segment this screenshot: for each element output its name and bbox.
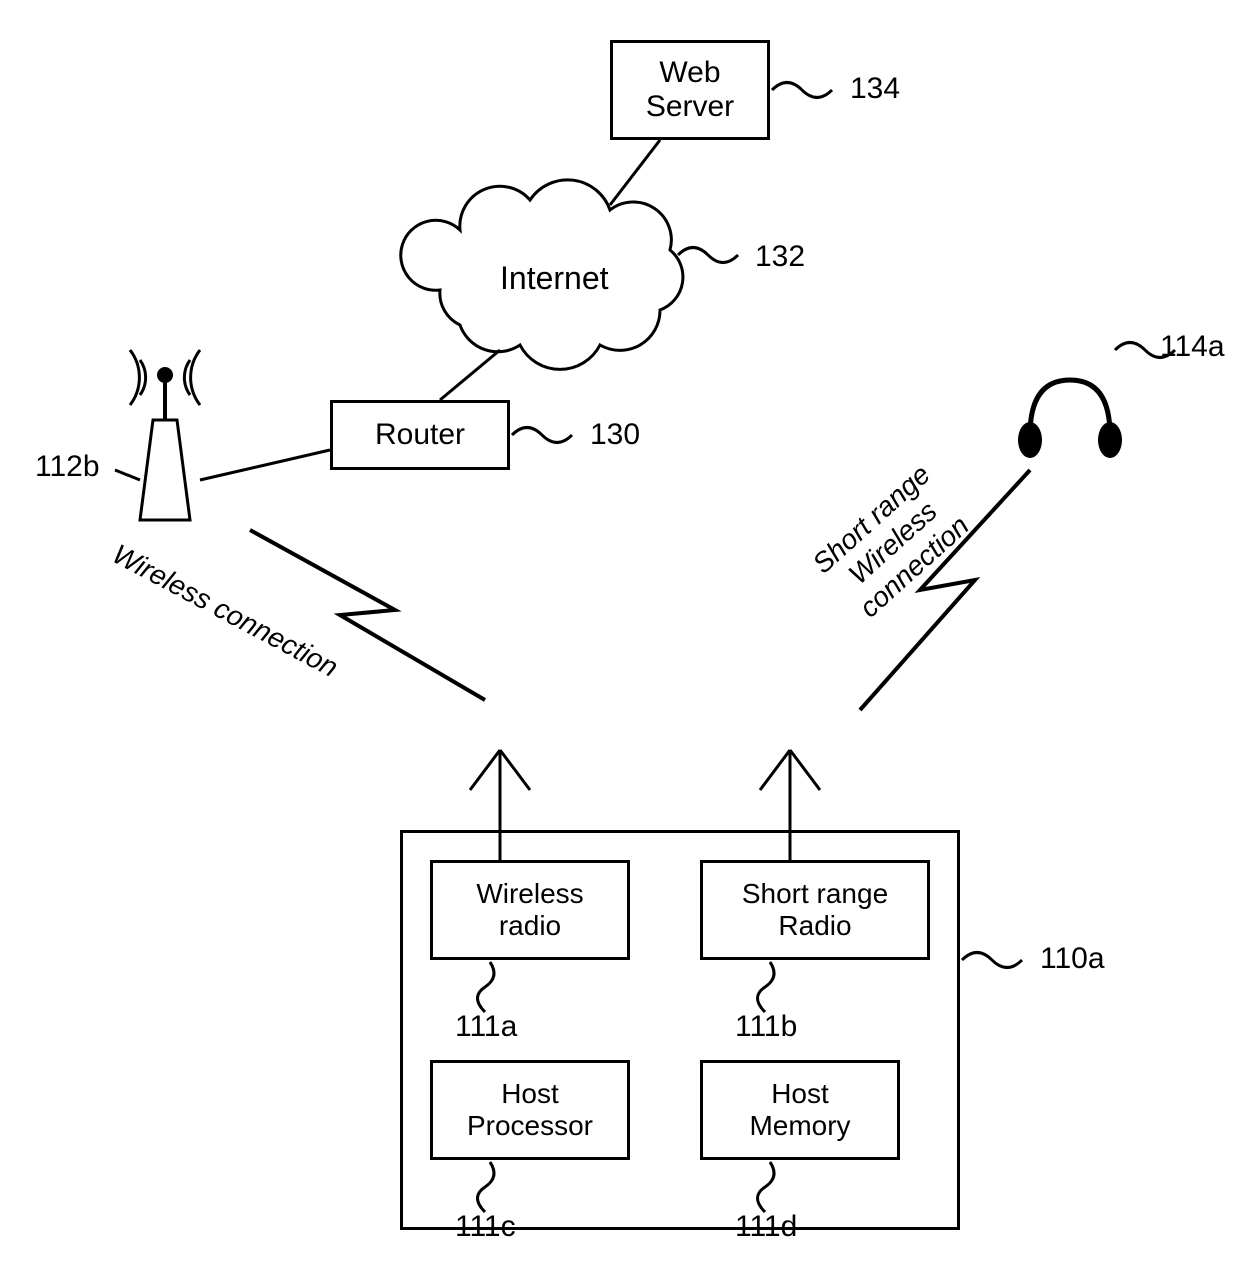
ref-112b: 112b [35,450,100,484]
tilde-132 [678,248,738,263]
ref-132: 132 [755,240,805,274]
ref-111a: 111a [455,1010,517,1044]
wireless-radio-box: Wireless radio [430,860,630,960]
access-point-icon [130,350,200,520]
web-server-box: Web Server [610,40,770,140]
wireless-connection-label: Wireless connection [107,538,343,684]
lightning-wireless [250,530,485,700]
short-range-radio-box: Short range Radio [700,860,930,960]
ref-111d: 111d [735,1210,797,1244]
host-processor-label: Host Processor [467,1078,593,1142]
internet-label: Internet [500,260,609,297]
ref-111b: 111b [735,1010,797,1044]
line-router-ap [200,450,330,480]
line-webserver-internet [610,140,660,205]
tilde-130 [512,428,572,443]
short-range-connection-label: Short range Wireless connection [806,458,979,628]
web-server-label: Web Server [646,56,734,124]
ref-111c: 111c [455,1210,516,1244]
ref-110a: 110a [1040,942,1105,976]
wireless-radio-label: Wireless radio [476,878,583,942]
short-range-radio-label: Short range Radio [742,878,888,942]
headset-icon [1018,380,1122,458]
ref-114a: 114a [1160,330,1225,364]
router-box: Router [330,400,510,470]
host-memory-box: Host Memory [700,1060,900,1160]
ref-130: 130 [590,418,640,452]
router-label: Router [375,418,465,452]
line-112b [115,470,140,480]
host-memory-label: Host Memory [749,1078,850,1142]
tilde-110a [962,953,1022,968]
tilde-134 [772,83,832,98]
ref-134: 134 [850,72,900,106]
host-processor-box: Host Processor [430,1060,630,1160]
line-internet-router [440,350,500,400]
